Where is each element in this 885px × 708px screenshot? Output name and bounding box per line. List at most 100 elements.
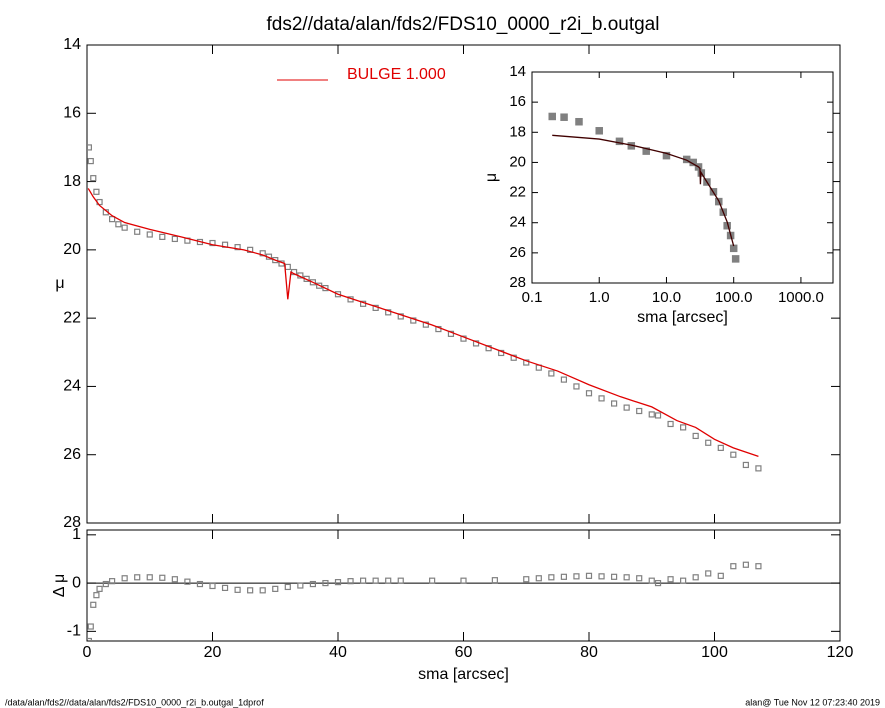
- data-point: [731, 255, 740, 263]
- data-point: [272, 257, 279, 264]
- y-axis-label: Δ μ: [51, 574, 68, 597]
- plot-area: [548, 112, 740, 263]
- data-point: [96, 585, 103, 592]
- data-point: [234, 244, 241, 251]
- inset-background: [532, 72, 833, 283]
- data-point: [729, 244, 738, 253]
- data-point: [654, 579, 662, 587]
- data-point: [316, 282, 323, 289]
- data-point: [397, 577, 404, 584]
- data-point: [322, 284, 329, 292]
- data-point: [171, 576, 178, 583]
- x-tick-label: 0: [83, 644, 92, 661]
- data-point: [87, 144, 92, 151]
- data-point: [209, 582, 216, 590]
- y-tick-label: 18: [63, 173, 81, 190]
- data-point: [535, 575, 542, 582]
- data-point: [692, 574, 699, 581]
- x-axis-label: sma [arcsec]: [418, 666, 509, 683]
- y-tick-label: 16: [509, 93, 526, 110]
- model-line: [87, 188, 759, 458]
- data-point: [598, 573, 605, 580]
- data-point: [548, 112, 556, 121]
- data-point: [360, 577, 367, 584]
- y-tick-label: 24: [509, 214, 526, 231]
- x-tick-label: 60: [455, 644, 473, 661]
- footer-right: alan@ Tue Nov 12 07:23:40 2019: [745, 697, 880, 707]
- data-point: [90, 175, 97, 182]
- data-point: [636, 575, 643, 582]
- data-point: [284, 263, 291, 271]
- data-point: [447, 330, 455, 337]
- data-point: [742, 461, 749, 469]
- data-point: [742, 561, 749, 568]
- data-point: [485, 345, 492, 352]
- data-point: [284, 583, 291, 591]
- data-point: [705, 570, 712, 577]
- footer-left: /data/alan/fds2//data/alan/fds2/FDS10_00…: [5, 697, 264, 707]
- x-tick-label: 1.0: [589, 289, 610, 306]
- x-tick-label: 80: [580, 644, 598, 661]
- data-point: [573, 573, 580, 580]
- data-point: [662, 151, 671, 160]
- y-tick-label: 28: [509, 274, 526, 291]
- data-point: [259, 587, 266, 594]
- data-point: [90, 601, 97, 608]
- data-point: [196, 580, 204, 588]
- data-point: [575, 117, 583, 126]
- data-point: [108, 216, 116, 223]
- data-point: [648, 577, 655, 584]
- data-point: [680, 424, 687, 431]
- y-tick-label: 0: [72, 574, 81, 591]
- data-point: [372, 577, 379, 584]
- data-point: [102, 580, 109, 588]
- data-point: [460, 335, 467, 342]
- plot-area: [87, 144, 762, 472]
- x-tick-label: 20: [204, 644, 222, 661]
- data-point: [636, 407, 643, 415]
- data-point: [692, 432, 699, 440]
- data-point: [247, 587, 254, 594]
- data-point: [209, 239, 216, 247]
- data-point: [87, 623, 94, 630]
- data-point: [548, 370, 555, 377]
- data-point: [460, 577, 467, 584]
- data-point: [730, 563, 737, 570]
- plot-area: [87, 561, 762, 641]
- data-point: [134, 574, 141, 581]
- data-point: [146, 231, 153, 238]
- data-point: [755, 465, 762, 472]
- y-tick-label: 1: [72, 526, 81, 543]
- data-point: [334, 579, 342, 586]
- data-point: [472, 340, 480, 347]
- y-tick-label: 24: [63, 378, 81, 395]
- y-tick-label: 20: [509, 153, 526, 170]
- data-point: [134, 228, 141, 235]
- data-point: [309, 580, 316, 588]
- data-point: [309, 279, 316, 286]
- x-tick-label: 0.1: [522, 289, 543, 306]
- data-point: [121, 575, 128, 582]
- data-point: [548, 574, 555, 581]
- data-point: [221, 584, 229, 592]
- x-axis-label: sma [arcsec]: [637, 309, 728, 326]
- y-tick-label: 22: [63, 309, 81, 326]
- data-point: [259, 250, 266, 257]
- x-tick-label: 100.0: [715, 289, 753, 306]
- chart-title: fds2//data/alan/fds2/FDS10_0000_r2i_b.ou…: [267, 14, 660, 35]
- data-point: [595, 127, 603, 135]
- data-point: [585, 572, 593, 579]
- y-tick-label: 28: [63, 514, 81, 531]
- data-point: [115, 221, 122, 228]
- data-point: [648, 411, 655, 418]
- y-tick-label: 26: [509, 244, 526, 261]
- data-point: [717, 572, 724, 579]
- data-point: [705, 439, 712, 446]
- data-point: [585, 390, 593, 397]
- data-point: [397, 313, 404, 320]
- data-point: [755, 563, 762, 570]
- data-point: [560, 376, 568, 383]
- data-point: [146, 574, 153, 581]
- data-point: [573, 383, 580, 390]
- data-point: [510, 354, 517, 361]
